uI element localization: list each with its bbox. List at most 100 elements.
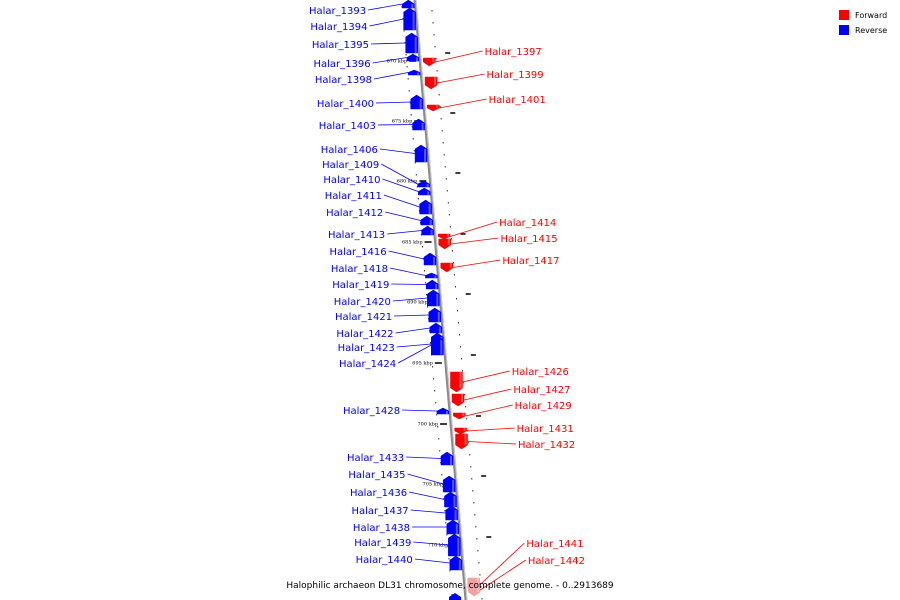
gene-halar-1396[interactable] — [406, 53, 420, 62]
gene-halar-1409[interactable] — [417, 180, 430, 188]
gene-label-halar-1440[interactable]: Halar_1440 — [356, 555, 413, 566]
gene-label-halar-1394[interactable]: Halar_1394 — [310, 22, 367, 33]
gene-label-halar-1393[interactable]: Halar_1393 — [309, 6, 366, 17]
gene-label-halar-1406[interactable]: Halar_1406 — [321, 145, 378, 156]
gene-label-halar-1433[interactable]: Halar_1433 — [347, 453, 404, 464]
gene-halar-1442[interactable] — [467, 583, 481, 597]
gene-shade — [447, 234, 450, 237]
right-guide-dot — [450, 238, 452, 240]
gene-label-halar-1411[interactable]: Halar_1411 — [325, 191, 382, 202]
kbp-tick-label: 670 kbp — [387, 59, 408, 65]
gene-label-halar-1413[interactable]: Halar_1413 — [328, 230, 385, 241]
leader-line — [370, 42, 406, 45]
gene-halar-1398[interactable] — [407, 69, 421, 76]
gene-label-halar-1403[interactable]: Halar_1403 — [319, 121, 376, 132]
gene-label-halar-1439[interactable]: Halar_1439 — [354, 538, 411, 549]
gene-label-halar-1410[interactable]: Halar_1410 — [323, 175, 380, 186]
gene-halar-1399[interactable] — [424, 76, 438, 90]
gene-label-halar-1396[interactable]: Halar_1396 — [313, 59, 370, 70]
gene-halar-1424[interactable] — [431, 335, 444, 355]
leader-line — [436, 73, 485, 84]
gene-label-halar-1417[interactable]: Halar_1417 — [502, 256, 559, 267]
right-guide-dot — [436, 70, 438, 72]
gene-halar-1437[interactable] — [445, 505, 458, 521]
gene-label-halar-1398[interactable]: Halar_1398 — [315, 75, 372, 86]
gene-halar-1394[interactable] — [403, 7, 416, 31]
right-guide-dot — [478, 562, 480, 564]
gene-halar-1428[interactable] — [436, 407, 450, 415]
gene-halar-1406[interactable] — [414, 144, 428, 163]
gene-label-halar-1400[interactable]: Halar_1400 — [317, 99, 374, 110]
gene-label-halar-1428[interactable]: Halar_1428 — [343, 406, 400, 417]
legend-swatch-reverse — [839, 25, 849, 35]
gene-label-halar-1432[interactable]: Halar_1432 — [518, 440, 575, 451]
gene-halar-1418[interactable] — [425, 272, 438, 279]
gene-halar-1420[interactable] — [427, 289, 440, 307]
gene-halar-1414[interactable] — [437, 233, 451, 240]
gene-halar-1435[interactable] — [442, 475, 456, 493]
right-guide-dot — [473, 502, 475, 504]
gene-halar-1429[interactable] — [453, 412, 466, 420]
gene-shade — [455, 524, 458, 534]
gene-halar-1400[interactable] — [410, 94, 423, 110]
right-guide-dot — [471, 478, 473, 480]
gene-halar-1431[interactable] — [454, 427, 467, 435]
gene-halar-1419[interactable] — [425, 279, 439, 290]
gene-halar-1439[interactable] — [448, 533, 461, 557]
gene-label-halar-1442[interactable]: Halar_1442 — [528, 556, 585, 567]
gene-label-halar-1416[interactable]: Halar_1416 — [329, 247, 386, 258]
gene-halar-1421[interactable] — [428, 307, 442, 323]
gene-label-halar-1420[interactable]: Halar_1420 — [334, 297, 391, 308]
gene-label-halar-1401[interactable]: Halar_1401 — [489, 95, 546, 106]
gene-label-halar-1427[interactable]: Halar_1427 — [513, 385, 570, 396]
gene-shade — [452, 480, 455, 492]
gene-label-halar-1429[interactable]: Halar_1429 — [515, 401, 572, 412]
gene-label-halar-1438[interactable]: Halar_1438 — [353, 523, 410, 534]
gene-label-halar-1423[interactable]: Halar_1423 — [338, 343, 395, 354]
gene-halar-1403[interactable] — [412, 118, 425, 131]
gene-label-halar-1399[interactable]: Halar_1399 — [487, 70, 544, 81]
gene-halar-1397[interactable] — [423, 57, 436, 67]
gene-label-halar-1422[interactable]: Halar_1422 — [336, 329, 393, 340]
gene-label-halar-1418[interactable]: Halar_1418 — [331, 264, 388, 275]
gene-label-halar-1395[interactable]: Halar_1395 — [312, 40, 369, 51]
gene-halar-1422[interactable] — [429, 322, 443, 334]
leader-line — [385, 211, 421, 221]
gene-halar-1416[interactable] — [423, 252, 437, 266]
gene-label-halar-1431[interactable]: Halar_1431 — [517, 424, 574, 435]
gene-halar-1412[interactable] — [420, 215, 433, 226]
gene-label-halar-1414[interactable]: Halar_1414 — [499, 218, 556, 229]
left-guide-dot — [403, 30, 405, 32]
gene-label-halar-1441[interactable]: Halar_1441 — [526, 539, 583, 550]
gene-halar-1426[interactable] — [450, 371, 463, 393]
gene-label-halar-1412[interactable]: Halar_1412 — [326, 208, 383, 219]
gene-halar-1410[interactable] — [418, 187, 431, 196]
gene-shade — [437, 312, 440, 322]
gene-halar-1438[interactable] — [446, 519, 460, 535]
gene-label-halar-1421[interactable]: Halar_1421 — [335, 312, 392, 323]
gene-halar-1415[interactable] — [438, 238, 451, 250]
gene-label-halar-1397[interactable]: Halar_1397 — [485, 47, 542, 58]
gene-halar-1417[interactable] — [440, 262, 453, 273]
gene-label-halar-1424[interactable]: Halar_1424 — [339, 359, 396, 370]
gene-label-halar-1437[interactable]: Halar_1437 — [351, 506, 408, 517]
gene-label-halar-1435[interactable]: Halar_1435 — [348, 470, 405, 481]
gene-halar-1393[interactable] — [402, 0, 415, 9]
right-guide-dot — [431, 10, 433, 12]
gene-halar-1432[interactable] — [455, 433, 468, 450]
gene-halar-1440[interactable] — [449, 555, 463, 571]
gene-halar-1427[interactable] — [451, 393, 465, 407]
right-guide-dot — [469, 454, 471, 456]
right-guide-dot — [460, 346, 462, 348]
gene-halar-1433[interactable] — [440, 451, 454, 466]
left-guide-dot — [424, 282, 426, 284]
gene-label-halar-1409[interactable]: Halar_1409 — [322, 160, 379, 171]
gene-halar-1411[interactable] — [419, 199, 432, 215]
gene-halar-1413[interactable] — [421, 225, 434, 236]
gene-label-halar-1415[interactable]: Halar_1415 — [500, 234, 557, 245]
gene-halar-1401[interactable] — [426, 104, 440, 112]
gene-label-halar-1436[interactable]: Halar_1436 — [350, 488, 407, 499]
gene-label-halar-1426[interactable]: Halar_1426 — [512, 367, 569, 378]
gene-halar-1395[interactable] — [405, 32, 418, 54]
gene-label-halar-1419[interactable]: Halar_1419 — [332, 280, 389, 291]
